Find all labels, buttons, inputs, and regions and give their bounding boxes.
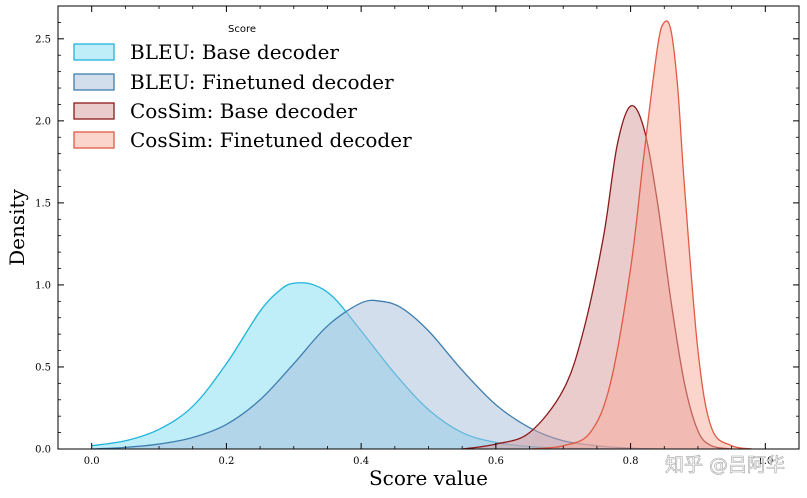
y-tick-label: 2.5 xyxy=(35,34,51,45)
series-line-4 xyxy=(529,20,752,449)
legend-swatch-2 xyxy=(73,73,115,91)
watermark: 知乎 @吕阿华 xyxy=(665,454,785,476)
x-tick-label: 1.0 xyxy=(757,456,773,467)
legend-swatch-4 xyxy=(73,131,115,149)
legend-swatch-3 xyxy=(73,102,115,120)
y-axis-label: Density xyxy=(5,188,29,265)
x-tick-label: 0.4 xyxy=(353,456,369,467)
legend: Score BLEU: Base decoder BLEU: Finetuned … xyxy=(73,24,412,152)
legend-label-4: CosSim: Finetuned decoder xyxy=(130,128,412,152)
density-series xyxy=(91,20,752,449)
y-tick-label: 1.0 xyxy=(35,280,51,291)
series-area-2 xyxy=(91,300,665,449)
x-tick-label: 0.6 xyxy=(488,456,504,467)
x-tick-label: 0.0 xyxy=(84,456,100,467)
y-tick-label: 1.5 xyxy=(35,198,51,209)
axis-ticks: 0.0 0.2 0.4 0.6 0.8 1.0 0.0 0.5 1.0 1.5 2.0 2.5 xyxy=(35,6,800,467)
x-tick-label: 0.2 xyxy=(218,456,234,467)
legend-label-2: BLEU: Finetuned decoder xyxy=(130,70,394,94)
y-tick-label: 2.0 xyxy=(35,116,51,127)
x-axis-label: Score value xyxy=(369,466,488,490)
series-area-4 xyxy=(529,20,752,449)
legend-label-3: CosSim: Base decoder xyxy=(130,99,357,123)
legend-label-1: BLEU: Base decoder xyxy=(130,40,339,64)
y-tick-label: 0.0 xyxy=(35,445,51,456)
y-tick-label: 0.5 xyxy=(35,362,51,373)
legend-title: Score xyxy=(228,24,256,35)
x-tick-label: 0.8 xyxy=(623,456,639,467)
legend-swatch-1 xyxy=(73,43,115,61)
